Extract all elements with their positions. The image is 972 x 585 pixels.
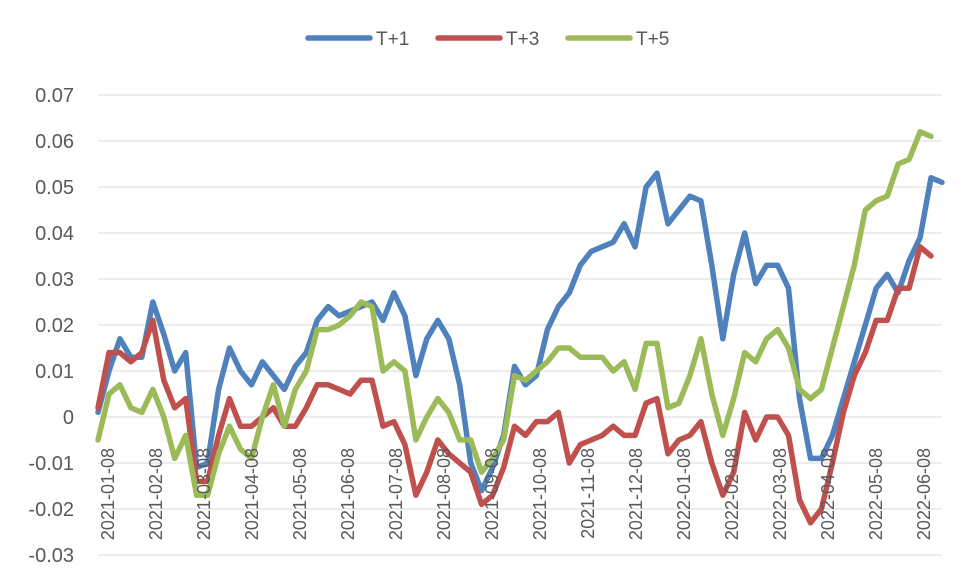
legend-label: T+5 bbox=[636, 29, 669, 50]
x-tick-label: 2021-03-08 bbox=[194, 448, 214, 540]
x-tick-label: 2021-07-08 bbox=[386, 448, 406, 540]
y-tick-label: 0.03 bbox=[35, 269, 74, 291]
x-tick-label: 2022-05-08 bbox=[866, 448, 886, 540]
y-tick-label: 0.02 bbox=[35, 315, 74, 337]
x-tick-label: 2022-06-08 bbox=[914, 448, 934, 540]
legend-label: T+1 bbox=[376, 29, 409, 50]
x-tick-label: 2021-10-08 bbox=[530, 448, 550, 540]
y-tick-label: -0.03 bbox=[28, 545, 74, 567]
legend: T+1 T+3 T+5 bbox=[305, 29, 669, 50]
y-tick-label: 0.04 bbox=[35, 223, 74, 245]
x-tick-label: 2022-02-08 bbox=[722, 448, 742, 540]
series-lines bbox=[95, 129, 945, 526]
x-tick-label: 2022-04-08 bbox=[818, 448, 838, 540]
x-tick-label: 2022-03-08 bbox=[770, 448, 790, 540]
y-tick-label: -0.02 bbox=[28, 499, 74, 521]
x-tick-label: 2021-09-08 bbox=[482, 448, 502, 540]
y-tick-label: -0.01 bbox=[28, 453, 74, 475]
y-tick-label: 0.05 bbox=[35, 177, 74, 199]
x-tick-label: 2021-02-08 bbox=[146, 448, 166, 540]
x-tick-label: 2021-04-08 bbox=[242, 448, 262, 540]
x-tick-label: 2021-01-08 bbox=[98, 448, 118, 540]
x-tick-label: 2022-01-08 bbox=[674, 448, 694, 540]
grid bbox=[98, 94, 942, 556]
legend-label: T+3 bbox=[506, 29, 539, 50]
x-tick-label: 2021-05-08 bbox=[290, 448, 310, 540]
y-tick-label: 0 bbox=[63, 407, 74, 429]
x-tick-label: 2021-11-08 bbox=[578, 448, 598, 539]
x-tick-label: 2021-12-08 bbox=[626, 448, 646, 540]
x-tick-label: 2021-08-08 bbox=[434, 448, 454, 540]
x-tick-label: 2021-06-08 bbox=[338, 448, 358, 540]
y-tick-label: 0.06 bbox=[35, 131, 74, 153]
series-line-tplus-3 bbox=[95, 244, 934, 526]
y-axis: 0.07 0.06 0.05 0.04 0.03 0.02 0.01 0 -0.01 -0.02 -… bbox=[28, 85, 74, 567]
y-tick-label: 0.01 bbox=[35, 361, 74, 383]
series-line-tplus-5 bbox=[95, 129, 934, 498]
x-axis: 2021-01-08 2021-02-08 2021-03-08 2021-04-08… bbox=[98, 448, 934, 540]
y-tick-label: 0.07 bbox=[35, 85, 74, 107]
